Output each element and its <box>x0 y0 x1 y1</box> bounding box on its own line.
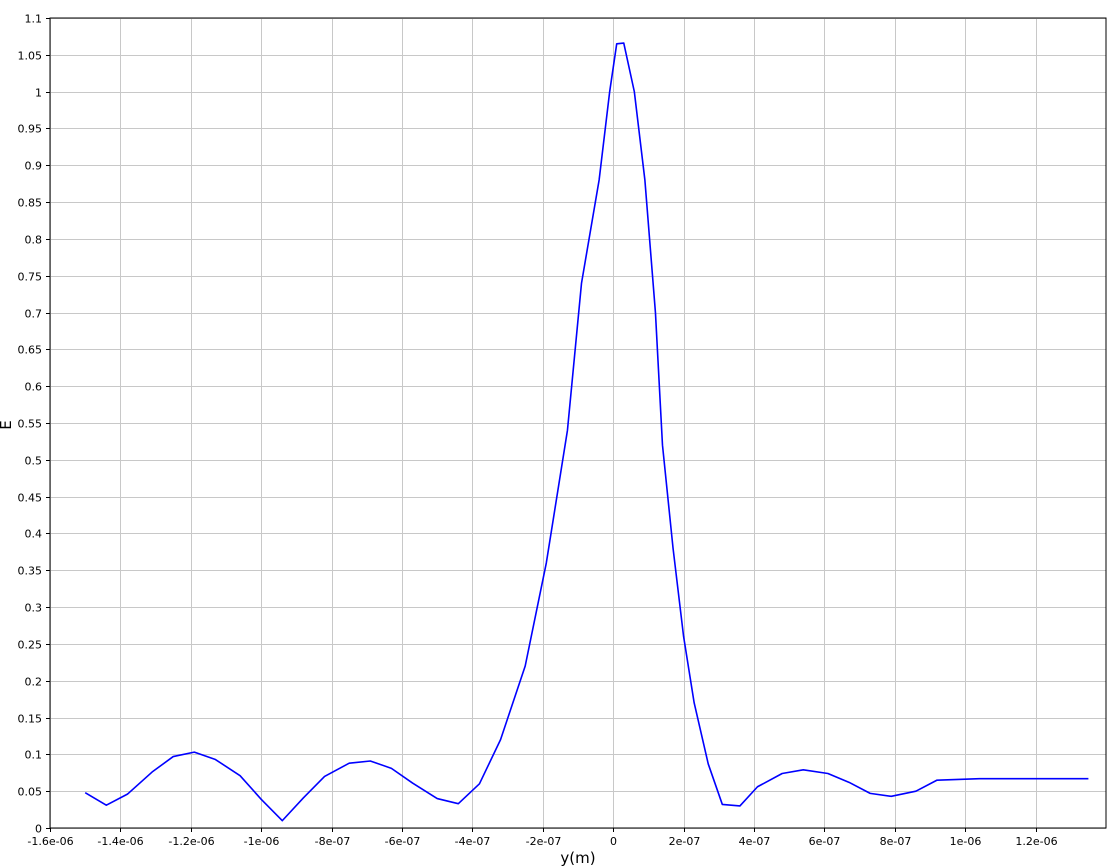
y-tick-label: 0.4 <box>25 528 43 541</box>
y-tick-label: 0.8 <box>25 234 43 247</box>
y-tick-label: 1.1 <box>25 13 43 26</box>
y-tick-label: 0.6 <box>25 381 43 394</box>
y-tick-label: 0.5 <box>25 455 43 468</box>
x-tick-label: 0 <box>610 835 617 848</box>
y-tick-label: 0.75 <box>18 271 43 284</box>
y-tick-label: 0.2 <box>25 676 43 689</box>
y-tick-label: 0.85 <box>18 197 43 210</box>
x-tick-label: 1e-06 <box>950 835 982 848</box>
y-axis-label: E <box>0 420 15 429</box>
x-tick-label: -1.6e-06 <box>27 835 73 848</box>
x-axis-label: y(m) <box>560 849 595 867</box>
x-tick-label: -8e-07 <box>315 835 351 848</box>
x-tick-label: 8e-07 <box>880 835 912 848</box>
y-tick-label: 1 <box>35 87 42 100</box>
y-axis-ticks: 0 0.05 0.1 0.15 0.2 0.25 0.3 0.35 0.4 0.45 0.5 0.55… <box>18 13 50 836</box>
grid-layer <box>50 18 1106 829</box>
y-tick-label: 0.25 <box>18 639 43 652</box>
y-tick-label: 0.95 <box>18 123 43 136</box>
x-tick-label: 1.2e-06 <box>1015 835 1057 848</box>
x-tick-label: -6e-07 <box>385 835 421 848</box>
y-tick-label: 0.15 <box>18 713 43 726</box>
y-tick-label: 0.7 <box>25 308 43 321</box>
series-line-e <box>84 42 1089 822</box>
plot-frame <box>49 17 1107 829</box>
x-tick-label: 2e-07 <box>669 835 701 848</box>
x-axis-ticks: -1.6e-06 -1.4e-06 -1.2e-06 -1e-06 -8e-07 -6e-… <box>27 828 1058 848</box>
x-tick-label: -1e-06 <box>244 835 280 848</box>
y-tick-label: 0.55 <box>18 418 43 431</box>
y-tick-label: 0.3 <box>25 602 43 615</box>
y-tick-label: 0.05 <box>18 786 43 799</box>
x-tick-label: -1.4e-06 <box>97 835 143 848</box>
y-tick-label: 0.45 <box>18 492 43 505</box>
y-tick-label: 0.35 <box>18 565 43 578</box>
x-tick-label: 6e-07 <box>809 835 841 848</box>
y-tick-label: 0.65 <box>18 344 43 357</box>
x-tick-label: -2e-07 <box>526 835 562 848</box>
x-tick-label: -1.2e-06 <box>168 835 214 848</box>
x-tick-label: -4e-07 <box>455 835 491 848</box>
x-tick-label: 4e-07 <box>739 835 771 848</box>
y-tick-label: 0 <box>35 823 42 836</box>
y-tick-label: 1.05 <box>18 50 43 63</box>
y-tick-label: 0.1 <box>25 749 43 762</box>
y-tick-label: 0.9 <box>25 160 43 173</box>
